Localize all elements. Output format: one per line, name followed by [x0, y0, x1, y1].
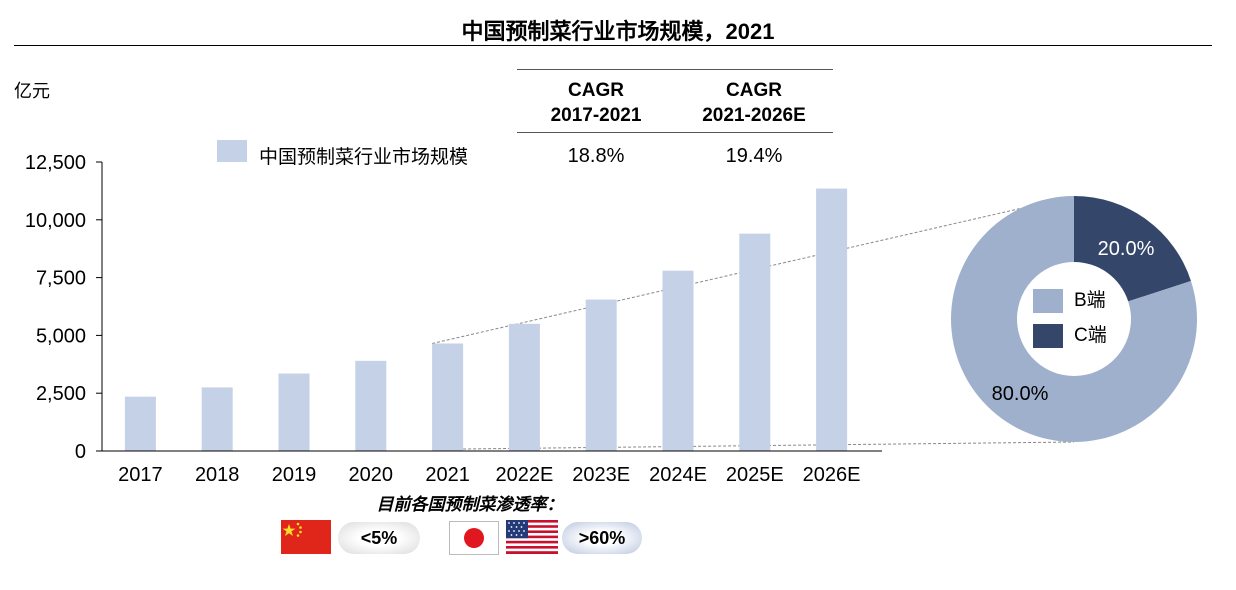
donut-legend-label-c: C端: [1074, 325, 1107, 346]
x-tick-label: 2019: [272, 464, 317, 486]
donut-value-label-c: 20.0%: [1098, 238, 1155, 260]
cagr-header-line1: CAGR: [568, 80, 624, 101]
donut-legend-swatch-b: [1033, 289, 1063, 313]
x-tick-label: 2024E: [649, 464, 707, 486]
cagr-value-2021-2026e: 19.4%: [725, 145, 783, 167]
bar-2021: [432, 343, 464, 451]
y-tick-label: 5,000: [36, 325, 86, 347]
bar-2026e: [816, 188, 848, 451]
cagr-header-line2: 2021-2026E: [702, 105, 806, 126]
x-tick-label: 2020: [349, 464, 394, 486]
cagr-header-line1: CAGR: [726, 80, 782, 101]
bar-2018: [201, 387, 233, 451]
bar-2022e: [508, 323, 540, 451]
axes: 0 2,500 5,000 7,500 10,000 12,500 2017 2018 2019…: [25, 152, 882, 486]
y-tick-label: 0: [75, 441, 86, 463]
penetration-caption: 目前各国预制菜渗透率：: [376, 495, 564, 514]
title-divider: [14, 45, 1212, 46]
bar-2019: [278, 373, 310, 451]
y-tick-label: 2,500: [36, 383, 86, 405]
y-axis-unit-label: 亿元: [14, 81, 50, 101]
donut-value-label-b: 80.0%: [992, 383, 1049, 405]
cagr-header-2021-2026e: CAGR 2021-2026E: [675, 78, 833, 128]
donut-slice-b: [951, 196, 1197, 442]
donut-chart: 80.0% 20.0%: [951, 196, 1197, 442]
china-penetration-badge: <5%: [338, 522, 420, 554]
y-tick-label: 7,500: [36, 268, 86, 290]
donut-legend-label-b: B端: [1074, 290, 1106, 311]
bars: [124, 188, 848, 451]
x-tick-label: 2022E: [495, 464, 553, 486]
x-tick-label: 2021: [425, 464, 470, 486]
cagr-value-2017-2021: 18.8%: [567, 145, 625, 167]
bar-2023e: [585, 299, 617, 451]
bar-2017: [124, 396, 156, 451]
chart-title: 中国预制菜行业市场规模，2021: [461, 19, 775, 44]
x-tick-label: 2025E: [726, 464, 784, 486]
japan-us-penetration-badge: >60%: [562, 522, 642, 554]
cagr-header-line2: 2017-2021: [550, 105, 642, 126]
legend-label: 中国预制菜行业市场规模: [259, 147, 469, 168]
usa-flag-icon: [506, 520, 558, 554]
bar-2024e: [662, 270, 694, 451]
cagr-header-2017-2021: CAGR 2017-2021: [517, 78, 675, 128]
donut-legend-swatch-c: [1033, 324, 1063, 348]
x-tick-label: 2017: [118, 464, 163, 486]
cagr-table-top-rule: [517, 69, 833, 70]
x-tick-label: 2023E: [572, 464, 630, 486]
japan-flag-icon: [449, 521, 499, 555]
china-flag-icon: [281, 520, 331, 554]
bar-2025e: [739, 233, 771, 451]
x-tick-label: 2018: [195, 464, 240, 486]
bar-2020: [355, 360, 387, 451]
legend-swatch: [217, 140, 247, 162]
donut-slice-c: [1074, 196, 1191, 302]
y-tick-label: 12,500: [25, 152, 86, 174]
cagr-table-header-rule: [517, 132, 833, 133]
x-tick-label: 2026E: [803, 464, 861, 486]
y-tick-label: 10,000: [25, 210, 86, 232]
